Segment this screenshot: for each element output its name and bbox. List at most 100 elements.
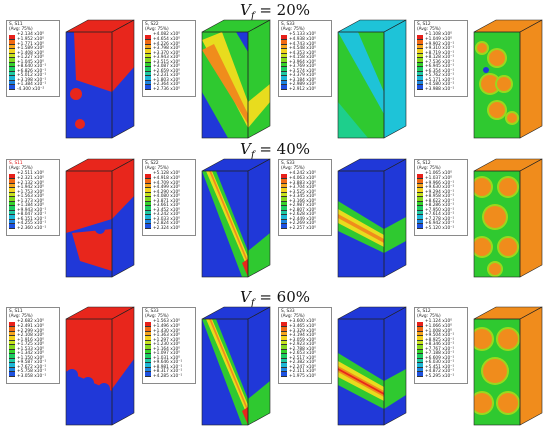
legend-swatch [281,183,287,189]
contour-region [95,224,105,234]
legend-value: +8.925 x10⁻¹ [425,337,455,343]
legend-value: +3.242 x10⁰ [153,212,181,218]
legend-swatch [281,188,287,193]
legend-value: +3.525 x10⁰ [289,189,317,195]
legend-swatch [9,58,15,63]
legend-swatch [417,219,423,225]
legend-value: +5.171 x10⁻¹ [425,77,455,83]
legend-value: +6.945 x10⁻¹ [425,64,455,70]
legend-value: +2.511 x10⁰ [17,171,45,177]
legend-value: +7.767 x10⁻¹ [425,346,455,352]
color-legend: S, S11 (Avg: 75%) +2.511 x10⁰ +2.321 x10⁰ +2… [6,159,60,236]
legend-color-bar [145,35,151,90]
stress-block [473,306,543,426]
legend-color-bar [145,322,151,377]
contour-block [65,19,135,139]
legend-value: +9.587 x10⁻¹ [17,360,47,366]
legend-variable: S, S22 [145,22,159,27]
legend-variable: S, S12 [417,161,431,166]
legend-value: +8.317 x10⁻¹ [153,369,183,375]
front-face [338,319,384,425]
stress-block [337,19,407,139]
legend-value: +8.128 x10⁻¹ [425,55,455,61]
contour-region [481,75,499,93]
contour-panel-r2-c1: S, S33 (Avg: 75%) +1.563 x10⁰ +1.496 x10⁰ +1… [140,305,274,433]
legend-averaging: (Avg: 75%) [9,314,33,320]
top-edge [337,19,407,33]
contour-panel-r2-c0: S, S11 (Avg: 75%) +2.682 x10⁰ +2.491 x10⁰ +2… [4,305,138,433]
legend-swatch [9,71,15,77]
stress-block [337,306,407,426]
contour-panel-r0-c1: S, S22 (Avg: 75%) +4.082 x10⁰ +4.654 x10⁰ +4… [140,18,274,146]
legend-swatch [145,53,151,59]
legend-swatch [417,192,423,198]
legend-value: +2.247 x10⁰ [289,364,317,370]
legend-swatch [281,35,287,40]
legend-swatch [145,49,151,54]
legend-value: +1.037 x10⁰ [425,175,453,181]
contour-region [75,119,85,129]
legend-swatch [281,215,287,220]
legend-value: +8.958 x10⁻¹ [425,194,455,200]
contour-band [248,381,270,425]
legend-value: +3.452 x10⁰ [153,207,181,213]
legend-swatch [417,39,423,45]
legend-swatch [9,39,15,45]
legend-value: +2.653 x10⁰ [289,351,317,357]
legend-value: +4.158 x10⁰ [289,55,317,61]
legend-value: +3.661 x10⁰ [153,203,181,209]
legend-swatch [417,67,423,72]
legend-color-bar [417,322,423,377]
legend-value: +4.242 x10⁰ [289,171,317,177]
legend-value: +2.628 x10⁰ [289,212,317,218]
legend-swatch [145,192,151,198]
contour-region [483,67,489,73]
legend-value: +4.580 x10⁻¹ [425,82,455,88]
legend-value: +2.111 x10⁰ [289,369,317,375]
legend-swatch [145,35,151,40]
legend-value: +2.299 x10⁰ [17,328,45,334]
contour-panel-r1-c2: S, S33 (Avg: 75%) +4.242 x10⁰ +4.063 x10⁰ +3… [276,157,410,285]
legend-averaging: (Avg: 75%) [9,166,33,172]
contour-band [242,407,248,425]
legend-variable: S, S33 [281,309,295,314]
legend-swatch [281,349,287,355]
contour-band [202,319,248,425]
front-face [474,171,520,277]
legend-swatch [417,76,423,81]
stress-block [473,158,543,278]
legend-value: +9.902 x10⁻¹ [425,41,455,47]
legend-value: -4.300 x10⁻² [17,86,45,92]
legend-value: +2.736 x10⁰ [153,86,181,92]
legend-swatch [145,363,151,368]
legend-variable: S, S33 [145,309,159,314]
legend-value: +8.640 x10⁻¹ [17,64,47,70]
legend-value: +2.132 x10⁰ [17,180,45,186]
legend-value: +9.966 x10⁻¹ [425,180,455,186]
legend-swatch [9,219,15,225]
legend-swatch [9,67,15,72]
legend-value: +1.230 x10⁰ [153,342,181,348]
vf-value: = 20% [254,1,310,19]
front-face [66,319,112,425]
legend-swatch [417,358,423,364]
legend-swatch [281,67,287,72]
legend-value: +2.659 x10⁰ [153,68,181,74]
color-legend: S, S12 (Avg: 75%) +1.065 x10⁰ +1.037 x10⁰ +9… [414,159,468,236]
contour-block [337,158,407,278]
color-legend: S, S11 (Avg: 75%) +2.134 x10⁰ +1.952 x10⁰ +1… [6,20,60,97]
legend-swatch [281,174,287,179]
color-legend: S, S12 (Avg: 75%) +1.124 x10⁰ +1.066 x10⁰ +1… [414,307,468,384]
front-face [202,319,248,425]
contour-band [206,319,248,417]
front-face [338,32,384,138]
legend-value: +2.987 x10⁰ [289,203,317,209]
legend-value: +1.342 x10⁰ [17,351,45,357]
legend-value: +3.345 x10⁰ [289,194,317,200]
color-legend: S, S33 (Avg: 75%) +4.242 x10⁰ +4.063 x10⁰ +3… [278,159,332,236]
legend-swatch [145,358,151,364]
legend-averaging: (Avg: 75%) [281,27,305,33]
legend-value: +8.047 x10⁻¹ [17,212,47,218]
legend-value: +7.188 x10⁻¹ [425,351,455,357]
contour-band [338,368,384,395]
